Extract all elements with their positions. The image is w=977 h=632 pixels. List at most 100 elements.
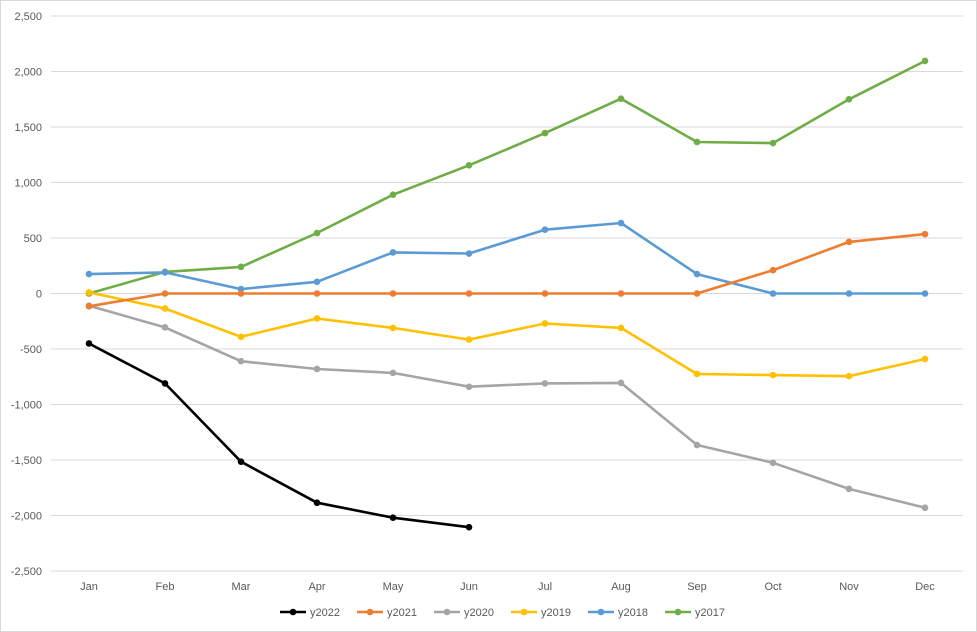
data-point-y2018 xyxy=(313,278,321,286)
y-tick-label: 1,500 xyxy=(14,122,42,134)
series-line-y2017 xyxy=(87,59,927,295)
x-tick-label: Aug xyxy=(611,581,631,593)
data-point-y2022 xyxy=(313,499,321,507)
data-point-y2021 xyxy=(617,290,625,297)
legend: y2022 y2021 y2020 y2019 y2018 y2017 xyxy=(280,607,725,619)
data-point-y2018 xyxy=(617,219,625,227)
data-point-y2017 xyxy=(313,229,321,237)
data-point-y2019 xyxy=(161,305,169,312)
data-point-y2022 xyxy=(161,380,169,387)
data-point-y2018 xyxy=(921,290,929,297)
y-tick-label: -500 xyxy=(20,344,42,356)
data-point-y2017 xyxy=(617,95,625,102)
y-tick-label: 2,000 xyxy=(14,67,42,79)
data-point-y2022 xyxy=(389,514,397,522)
series-y2017 xyxy=(85,57,929,297)
data-point-y2021 xyxy=(541,290,549,297)
data-point-y2020 xyxy=(921,504,929,512)
legend-label: y2017 xyxy=(695,607,725,619)
data-point-y2022 xyxy=(237,458,245,465)
data-point-y2018 xyxy=(845,290,853,297)
y-tick-label: -2,000 xyxy=(11,511,42,523)
data-point-y2021 xyxy=(465,290,473,297)
x-tick-label: Jul xyxy=(538,581,552,593)
data-point-y2018 xyxy=(693,270,701,278)
data-point-y2021 xyxy=(313,290,321,297)
x-tick-label: Jun xyxy=(460,581,478,593)
series-line-y2018 xyxy=(87,221,927,295)
x-tick-label: Mar xyxy=(232,581,251,593)
x-tick-label: Feb xyxy=(156,581,175,593)
y-tick-label: -2,500 xyxy=(11,566,42,578)
data-point-y2018 xyxy=(161,269,169,276)
data-point-y2020 xyxy=(389,369,397,377)
y-axis-ticks: 2,500 2,000 1,500 1,000 500 0 -500 -1,000 -1,500… xyxy=(11,11,42,578)
data-point-y2021 xyxy=(237,290,245,297)
data-point-y2021 xyxy=(161,290,169,297)
legend-swatch-marker xyxy=(520,608,528,616)
x-tick-label: Nov xyxy=(839,581,859,593)
data-point-y2020 xyxy=(769,459,777,467)
x-tick-label: Sep xyxy=(687,581,707,593)
legend-swatch-marker xyxy=(289,608,297,616)
x-tick-label: Dec xyxy=(915,581,935,593)
series-line-y2021 xyxy=(87,232,927,308)
y-tick-label: 2,500 xyxy=(14,11,42,23)
series-group xyxy=(85,57,929,531)
data-point-y2017 xyxy=(769,139,777,147)
data-point-y2022 xyxy=(465,523,473,531)
data-point-y2019 xyxy=(389,324,397,332)
data-point-y2017 xyxy=(541,129,549,137)
legend-label: y2019 xyxy=(541,607,571,619)
x-tick-label: Oct xyxy=(764,581,781,593)
x-tick-label: May xyxy=(383,581,404,593)
data-point-y2019 xyxy=(541,320,549,327)
data-point-y2018 xyxy=(769,290,777,297)
series-line-y2022 xyxy=(87,342,471,529)
data-point-y2020 xyxy=(541,380,549,387)
data-point-y2017 xyxy=(693,138,701,146)
data-point-y2017 xyxy=(845,95,853,103)
y-tick-label: -1,000 xyxy=(11,400,42,412)
legend-swatch-marker xyxy=(597,608,605,616)
data-point-y2017 xyxy=(389,191,397,199)
legend-label: y2022 xyxy=(310,607,340,619)
data-point-y2019 xyxy=(921,355,929,363)
data-point-y2021 xyxy=(845,238,853,246)
series-y2019 xyxy=(85,289,929,380)
data-point-y2017 xyxy=(465,161,473,169)
series-y2021 xyxy=(85,230,929,310)
data-point-y2021 xyxy=(693,290,701,297)
data-point-y2020 xyxy=(313,365,321,373)
data-point-y2021 xyxy=(389,290,397,297)
data-point-y2017 xyxy=(921,57,929,65)
data-point-y2020 xyxy=(693,441,701,449)
series-line-y2019 xyxy=(87,291,927,378)
data-point-y2019 xyxy=(769,371,777,379)
data-point-y2021 xyxy=(769,266,777,274)
x-tick-label: Apr xyxy=(308,581,325,593)
legend-label: y2020 xyxy=(464,607,494,619)
data-point-y2019 xyxy=(465,336,473,343)
data-point-y2019 xyxy=(845,372,853,380)
y-tick-label: 1,000 xyxy=(14,178,42,190)
data-point-y2020 xyxy=(161,324,169,331)
x-axis-ticks: Jan Feb Mar Apr May Jun Jul Aug Sep Oct Nov Dec xyxy=(80,581,935,593)
data-point-y2019 xyxy=(693,370,701,378)
y-tick-label: 500 xyxy=(24,233,42,245)
data-point-y2019 xyxy=(237,333,245,341)
series-y2022 xyxy=(85,340,473,531)
legend-swatch-marker xyxy=(443,608,451,616)
data-point-y2019 xyxy=(313,315,321,322)
y-tick-label: 0 xyxy=(36,289,42,301)
series-y2020 xyxy=(85,302,929,512)
legend-label: y2021 xyxy=(387,607,417,619)
y-tick-label: -1,500 xyxy=(11,455,42,467)
series-line-y2020 xyxy=(87,304,927,510)
data-point-y2019 xyxy=(617,324,625,332)
data-point-y2021 xyxy=(921,230,929,238)
data-point-y2020 xyxy=(617,379,625,387)
data-point-y2018 xyxy=(85,270,93,278)
